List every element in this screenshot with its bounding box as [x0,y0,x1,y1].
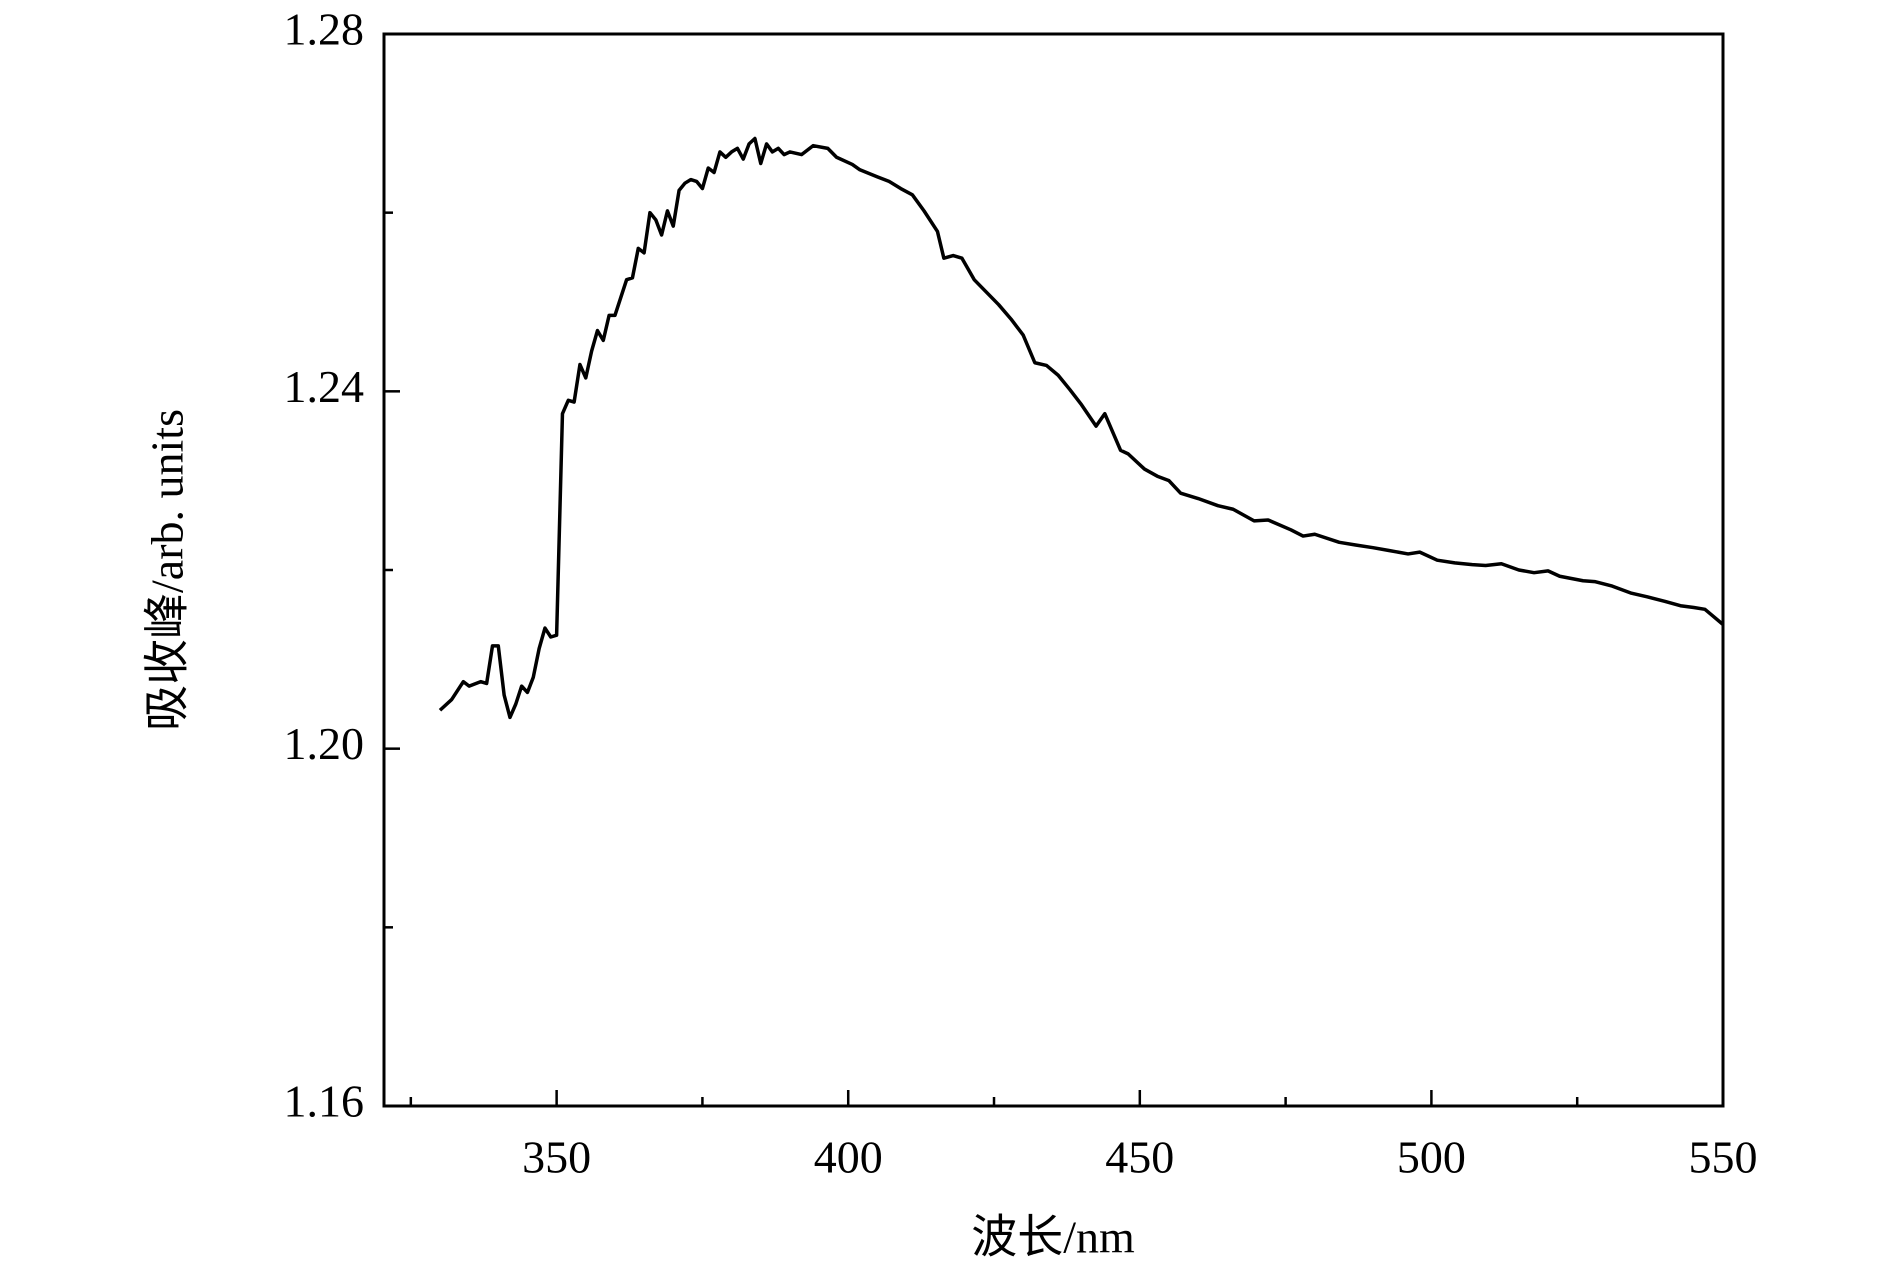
y-tick-label: 1.16 [284,1076,365,1127]
x-axis-title: 波长/nm [971,1212,1135,1263]
x-tick-label: 350 [522,1132,591,1183]
x-tick-label: 500 [1397,1132,1466,1183]
y-tick-label: 1.24 [284,361,365,412]
x-tick-label: 550 [1689,1132,1758,1183]
data-line [438,136,1725,720]
y-tick-label: 1.20 [284,718,365,769]
y-axis-title: 吸收峰/arb. units [142,409,193,731]
y-tick-label: 1.28 [284,4,365,55]
x-tick-label: 400 [814,1132,883,1183]
x-tick-label: 450 [1105,1132,1174,1183]
